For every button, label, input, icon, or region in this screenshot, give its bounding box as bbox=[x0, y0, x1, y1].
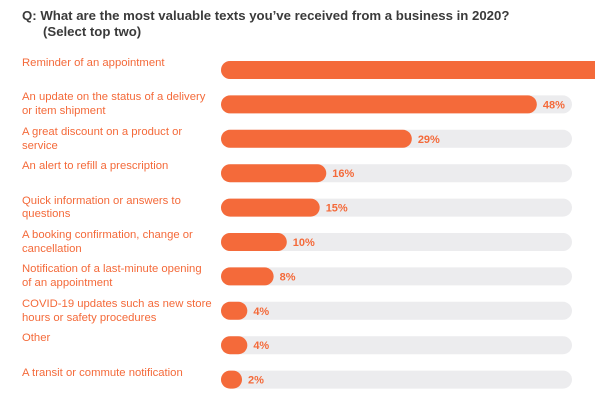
question-prefix: Q: bbox=[22, 8, 37, 23]
value-label: 10% bbox=[293, 237, 315, 249]
bar bbox=[221, 336, 248, 355]
category-label: COVID-19 updates such as new store hours… bbox=[22, 297, 212, 324]
bar bbox=[221, 370, 242, 389]
category-label: Reminder of an appointment bbox=[22, 57, 165, 69]
value-label: 48% bbox=[543, 99, 565, 111]
category-label: Other bbox=[22, 332, 51, 345]
value-label: 2% bbox=[248, 375, 264, 387]
bar bbox=[221, 198, 320, 217]
value-label: 29% bbox=[418, 134, 440, 146]
category-label: A great discount on a product or service bbox=[22, 125, 183, 152]
value-label: 15% bbox=[326, 203, 348, 215]
bar bbox=[221, 61, 595, 79]
value-label: 8% bbox=[280, 271, 296, 283]
bar-track bbox=[221, 267, 572, 286]
bar-track bbox=[221, 301, 572, 320]
question-text: What are the most valuable texts you’ve … bbox=[40, 8, 510, 23]
bar bbox=[221, 233, 287, 251]
bar bbox=[221, 95, 537, 114]
category-label: An update on the status of a delivery or… bbox=[22, 91, 206, 118]
value-label: 4% bbox=[253, 306, 269, 318]
bar-track bbox=[221, 370, 572, 389]
category-label: Notification of a last-minute opening of… bbox=[22, 263, 202, 290]
category-label: A transit or commute notification bbox=[22, 366, 183, 379]
category-label: An alert to refill a prescription bbox=[22, 160, 169, 173]
bar-track bbox=[221, 336, 572, 355]
question-title: Q: What are the most valuable texts you’… bbox=[22, 8, 582, 40]
bar-track bbox=[221, 233, 572, 251]
value-label: 4% bbox=[253, 340, 269, 352]
bar bbox=[221, 267, 274, 286]
bar bbox=[221, 164, 327, 183]
bar bbox=[221, 301, 248, 320]
category-label: A booking confirmation, change or cancel… bbox=[22, 229, 193, 255]
question-subtext: (Select top two) bbox=[43, 24, 142, 39]
value-label: 16% bbox=[332, 168, 354, 180]
bar bbox=[221, 129, 412, 148]
category-label: Quick information or answers to question… bbox=[22, 194, 181, 221]
